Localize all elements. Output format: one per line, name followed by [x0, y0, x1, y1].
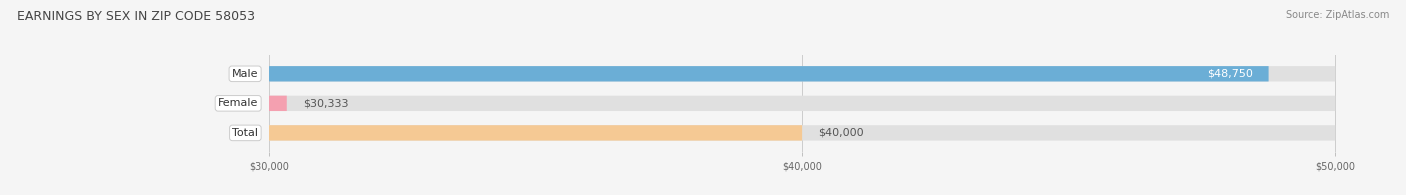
- Text: Male: Male: [232, 69, 259, 79]
- Text: EARNINGS BY SEX IN ZIP CODE 58053: EARNINGS BY SEX IN ZIP CODE 58053: [17, 10, 254, 23]
- Text: Source: ZipAtlas.com: Source: ZipAtlas.com: [1285, 10, 1389, 20]
- FancyBboxPatch shape: [269, 96, 1336, 111]
- FancyBboxPatch shape: [269, 125, 801, 141]
- FancyBboxPatch shape: [269, 66, 1268, 82]
- Text: $48,750: $48,750: [1206, 69, 1253, 79]
- Text: Female: Female: [218, 98, 259, 108]
- FancyBboxPatch shape: [269, 125, 1336, 141]
- Text: $30,333: $30,333: [302, 98, 349, 108]
- FancyBboxPatch shape: [269, 66, 1336, 82]
- FancyBboxPatch shape: [269, 96, 287, 111]
- Text: Total: Total: [232, 128, 259, 138]
- Text: $40,000: $40,000: [818, 128, 863, 138]
